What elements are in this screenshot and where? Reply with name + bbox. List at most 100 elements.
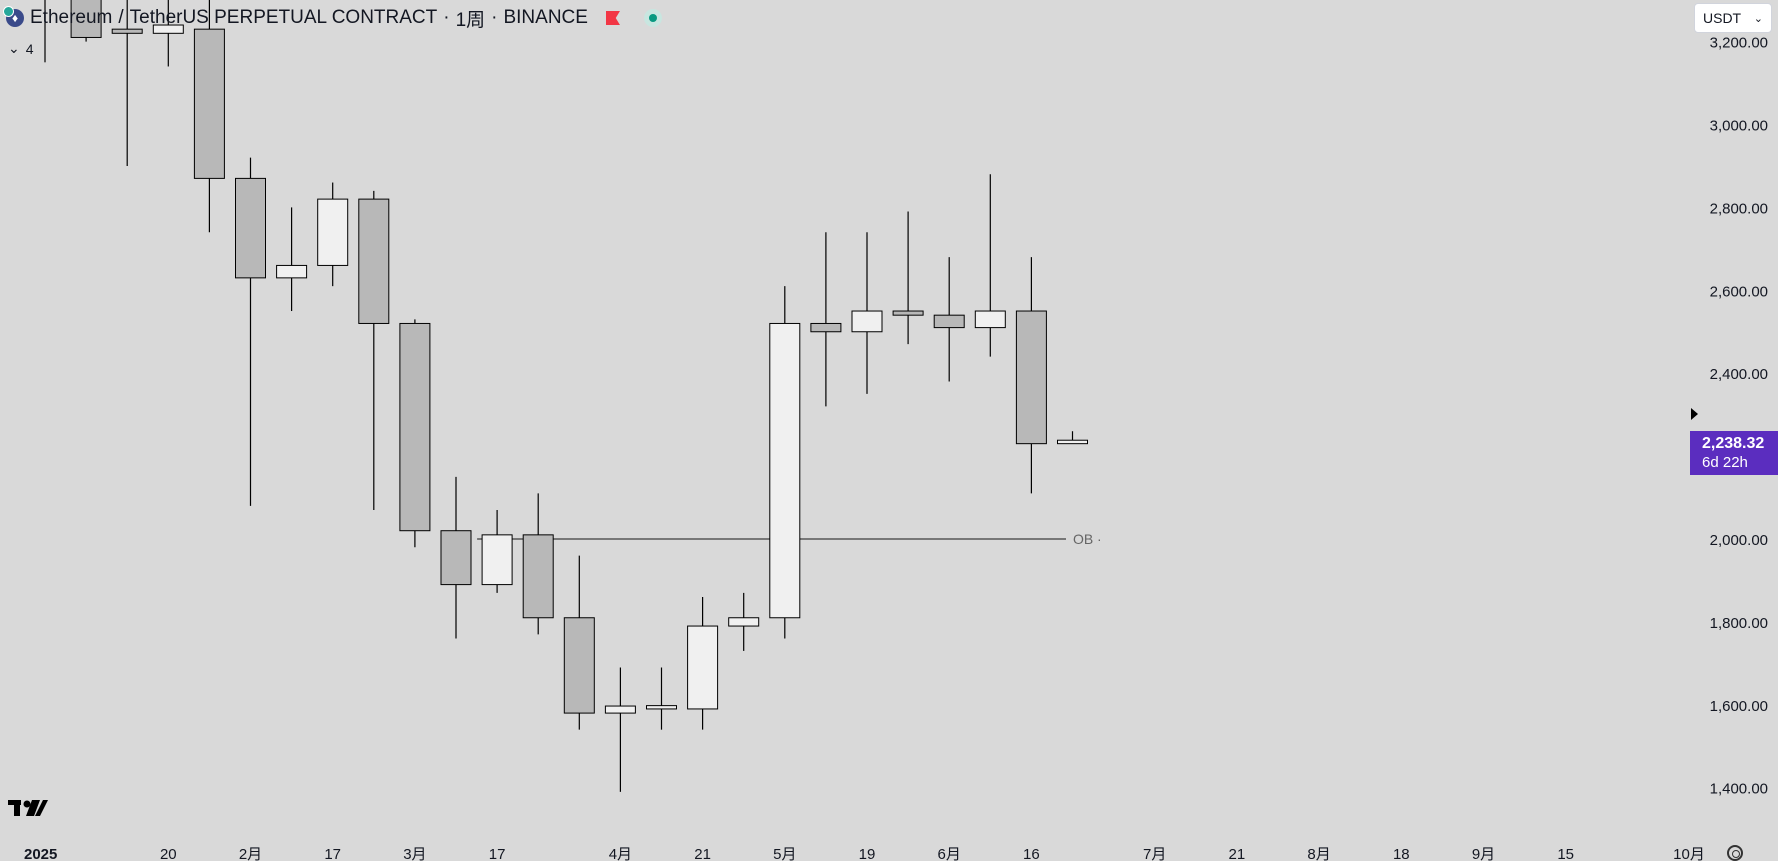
candle[interactable] <box>933 257 965 382</box>
candle[interactable] <box>851 232 883 394</box>
price-tick-label: 1,600.00 <box>1710 698 1768 715</box>
time-tick-label: 2月 <box>239 846 262 861</box>
candle-body <box>728 617 760 627</box>
candle-body <box>687 625 719 710</box>
candle-body <box>276 264 308 279</box>
time-tick-label: 15 <box>1557 846 1574 861</box>
candle[interactable] <box>70 0 102 42</box>
gear-icon[interactable] <box>1727 845 1743 861</box>
candle-body <box>399 322 431 532</box>
candle[interactable] <box>358 190 390 510</box>
candle-body <box>769 322 801 619</box>
candle[interactable] <box>30 0 60 63</box>
price-axis[interactable]: 1,400.001,600.001,800.002,000.002,200.00… <box>1710 35 1768 798</box>
candle-body <box>522 534 554 619</box>
candle-body <box>563 617 595 714</box>
quote-name[interactable]: TetherUS PERPETUAL CONTRACT <box>129 7 438 28</box>
time-tick-label: 21 <box>694 846 711 861</box>
price-marker-arrow <box>1691 408 1698 420</box>
candle[interactable] <box>522 493 554 635</box>
candle-body <box>235 177 266 279</box>
time-tick-label: 5月 <box>773 846 796 861</box>
time-tick-label: 20 <box>160 846 177 861</box>
candle-body <box>481 534 513 586</box>
candle[interactable] <box>317 182 349 287</box>
time-tick-label: 19 <box>859 846 876 861</box>
time-tick-label: 18 <box>1393 846 1410 861</box>
candle[interactable] <box>974 174 1006 357</box>
chart-header: ♦ Ethereum / TetherUS PERPETUAL CONTRACT… <box>3 6 662 31</box>
candle-body <box>440 530 472 586</box>
candle-body <box>1057 439 1088 445</box>
indicators-collapse-toggle[interactable]: ⌄ 4 <box>8 40 34 57</box>
exchange-label[interactable]: BINANCE <box>503 7 588 28</box>
price-tick-label: 2,800.00 <box>1710 200 1768 217</box>
market-status-icon[interactable] <box>643 9 662 27</box>
time-tick-label: 17 <box>489 846 506 861</box>
flag-icon[interactable] <box>606 11 620 25</box>
candle-body <box>1015 310 1047 445</box>
candle-body <box>604 705 636 714</box>
time-tick-label: 21 <box>1229 846 1246 861</box>
ob-level-dot: · <box>1097 531 1102 547</box>
candles <box>30 0 1088 792</box>
price-tick-label: 2,400.00 <box>1710 366 1768 383</box>
candle[interactable] <box>235 157 266 506</box>
candle-body <box>152 24 184 34</box>
candle[interactable] <box>728 592 760 651</box>
price-tick-label: 2,000.00 <box>1710 532 1768 549</box>
candle[interactable] <box>563 555 595 730</box>
chevron-down-icon: ⌄ <box>8 40 20 56</box>
time-tick-label: 10月 <box>1673 846 1705 861</box>
currency-select[interactable]: USDT ⌄ <box>1694 3 1772 33</box>
candle-body <box>892 310 924 316</box>
candle[interactable] <box>399 319 431 548</box>
last-price-tag[interactable]: 2,238.32 6d 22h <box>1690 431 1778 475</box>
chevron-down-icon: ⌄ <box>1753 12 1763 25</box>
candle-body <box>810 322 842 333</box>
candle-body <box>317 198 349 266</box>
candle[interactable] <box>892 211 924 345</box>
ethereum-icon: ♦ <box>3 6 24 27</box>
tradingview-logo-icon[interactable] <box>8 796 48 818</box>
indicators-count: 4 <box>25 40 34 57</box>
price-tick-label: 1,400.00 <box>1710 781 1768 798</box>
candle-body <box>974 310 1006 329</box>
candle[interactable] <box>769 286 801 639</box>
candle[interactable] <box>152 0 184 67</box>
candle[interactable] <box>1015 257 1047 494</box>
candle[interactable] <box>193 0 225 233</box>
bar-countdown: 6d 22h <box>1702 454 1748 471</box>
header-dot-1: · <box>443 7 450 28</box>
time-axis[interactable]: 2025 20 2月 17 3月 17 4月 21 5月 19 6月 16 7月 21 8月 18 9月 15 10… <box>24 846 1705 861</box>
candle[interactable] <box>481 509 513 593</box>
candle-body <box>646 705 677 710</box>
header-dot-2: · <box>491 7 498 28</box>
time-tick-label: 4月 <box>609 846 632 861</box>
symbol-separator: / <box>118 7 124 28</box>
symbol-name[interactable]: Ethereum <box>30 7 113 28</box>
time-tick-label: 7月 <box>1143 846 1166 861</box>
candle[interactable] <box>276 207 308 312</box>
time-tick-label: 6月 <box>938 846 961 861</box>
candle-body <box>851 310 883 333</box>
candle-body <box>193 28 225 179</box>
candle[interactable] <box>687 597 719 730</box>
candle[interactable] <box>440 476 472 639</box>
price-tick-label: 1,800.00 <box>1710 615 1768 632</box>
interval-label[interactable]: 1周 <box>455 9 486 31</box>
price-tick-label: 3,000.00 <box>1710 118 1768 135</box>
price-tick-label: 2,600.00 <box>1710 283 1768 300</box>
candle[interactable] <box>810 232 842 407</box>
candle-body <box>70 0 102 38</box>
time-tick-label: 9月 <box>1472 846 1495 861</box>
candle[interactable] <box>646 667 677 730</box>
candle[interactable] <box>604 667 636 792</box>
candle[interactable] <box>111 0 143 166</box>
candle[interactable] <box>1057 431 1088 445</box>
currency-value: USDT <box>1703 10 1742 26</box>
time-tick-label: 3月 <box>403 846 426 861</box>
candle-body <box>111 28 143 34</box>
candle-body <box>933 314 965 329</box>
